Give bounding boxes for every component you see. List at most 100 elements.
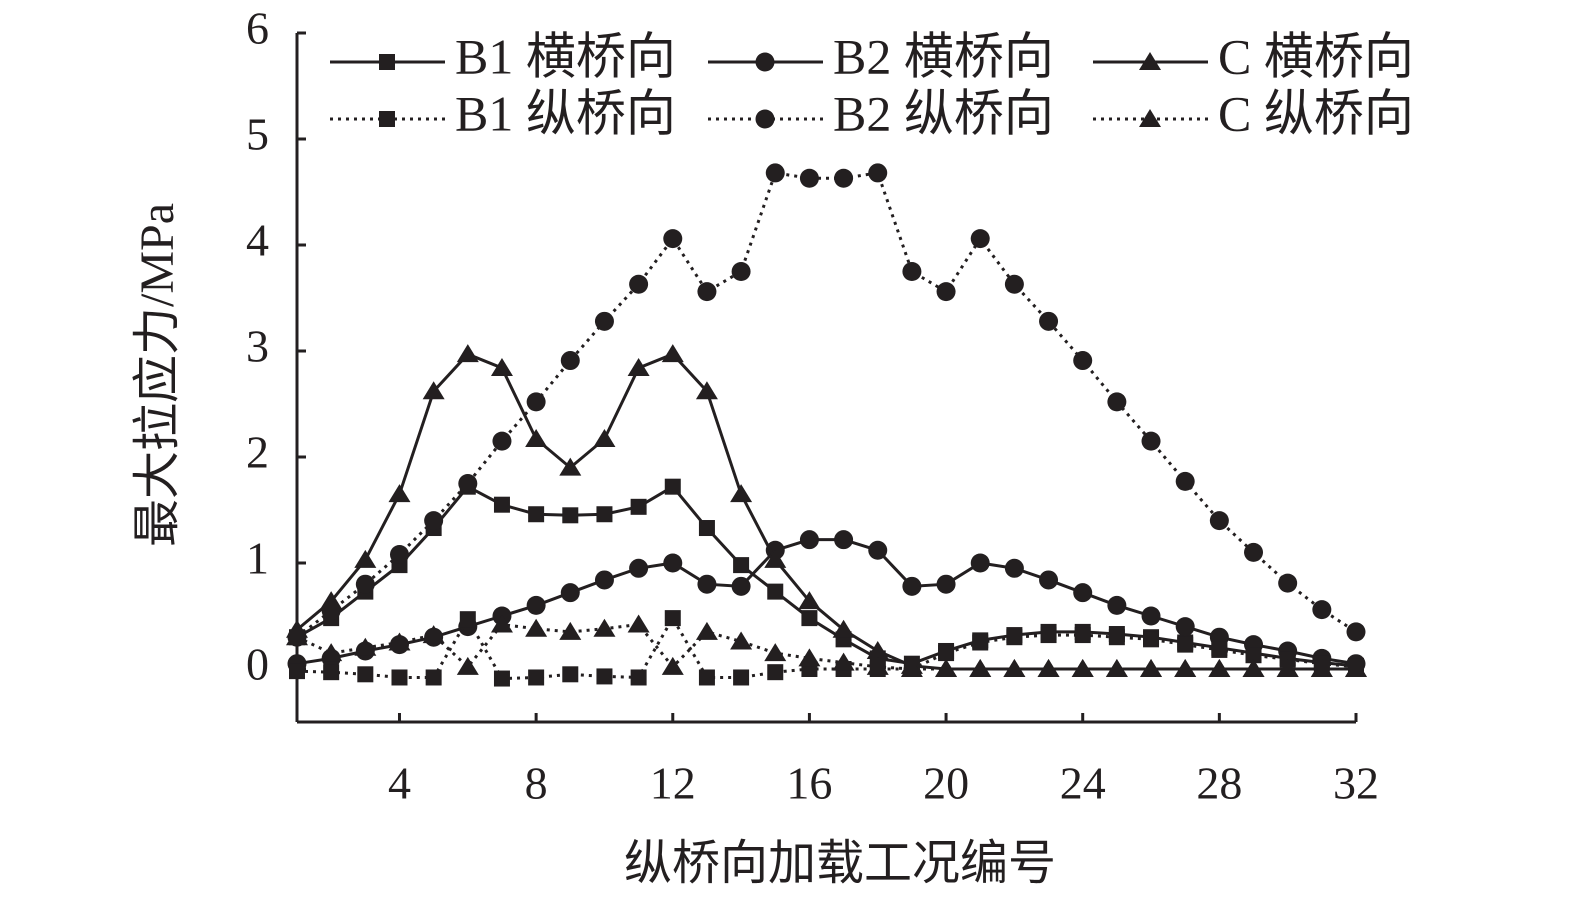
legend-label: B2 纵桥向 (833, 85, 1054, 141)
marker (764, 643, 787, 662)
marker (695, 381, 718, 400)
marker (1139, 109, 1161, 127)
marker (799, 530, 819, 550)
marker (1039, 570, 1059, 590)
marker (630, 498, 647, 515)
series-line (296, 484, 1357, 668)
marker (832, 619, 855, 638)
marker (560, 351, 580, 371)
marker (1074, 627, 1091, 644)
marker (593, 618, 616, 637)
x-tick-label: 28 (1196, 758, 1242, 809)
marker (354, 637, 377, 656)
y-axis-label: 最大拉应力/MPa (131, 203, 184, 547)
marker (731, 262, 751, 281)
marker (1312, 600, 1332, 620)
x-tick-label: 8 (525, 758, 548, 809)
marker (1105, 659, 1128, 677)
marker (1140, 659, 1163, 677)
marker (730, 484, 753, 503)
marker (972, 634, 989, 651)
marker (1345, 659, 1367, 677)
x-axis-label: 纵桥向加载工况编号 (624, 837, 1056, 890)
marker (323, 664, 340, 681)
marker (799, 168, 819, 188)
marker (321, 601, 341, 621)
marker (663, 553, 683, 573)
marker (456, 344, 479, 363)
marker (1107, 595, 1127, 615)
marker (458, 474, 478, 493)
x-tick-label: 20 (923, 758, 969, 809)
marker (1209, 511, 1229, 531)
y-tick-label: 5 (246, 109, 269, 160)
marker (490, 357, 513, 376)
marker (1139, 52, 1161, 70)
marker (354, 549, 377, 568)
series-line (296, 171, 1357, 639)
marker (289, 663, 305, 680)
marker (664, 478, 681, 495)
marker (698, 520, 715, 537)
marker (493, 670, 510, 687)
x-tick-label: 16 (786, 758, 832, 809)
marker (733, 557, 750, 574)
marker (902, 576, 922, 596)
marker (490, 614, 513, 633)
marker (1245, 647, 1262, 664)
marker (526, 392, 546, 412)
marker (1175, 617, 1195, 637)
marker (733, 669, 750, 686)
marker (1073, 351, 1093, 371)
marker (1276, 659, 1299, 677)
marker (767, 664, 784, 681)
marker (627, 357, 650, 376)
marker (562, 507, 579, 524)
marker (1174, 659, 1197, 677)
marker (764, 549, 787, 568)
marker (320, 643, 343, 662)
y-tick-label: 4 (246, 215, 269, 266)
marker (868, 163, 888, 183)
legend-label: C 横桥向 (1218, 28, 1414, 84)
marker (970, 553, 990, 573)
marker (969, 659, 992, 677)
marker (357, 666, 374, 683)
legend-label: C 纵桥向 (1218, 85, 1414, 141)
y-tick-label: 1 (246, 533, 269, 584)
marker (730, 631, 753, 650)
marker (698, 669, 715, 686)
marker (379, 54, 395, 70)
marker (834, 530, 854, 550)
marker (1004, 274, 1024, 294)
marker (866, 640, 889, 659)
marker (664, 610, 681, 627)
marker (1244, 542, 1264, 562)
marker (1310, 659, 1333, 677)
marker (1006, 629, 1023, 646)
y-tick-label: 6 (246, 3, 269, 54)
legend-label: B2 横桥向 (833, 28, 1054, 84)
marker (1141, 606, 1161, 626)
marker (526, 595, 546, 615)
marker (868, 540, 888, 560)
marker (866, 656, 889, 675)
marker (1108, 629, 1125, 646)
y-tick-label: 3 (246, 321, 269, 372)
marker (697, 574, 717, 594)
marker (1003, 659, 1026, 677)
y-tick-label: 2 (246, 427, 269, 478)
marker (1039, 311, 1059, 331)
marker (562, 666, 579, 683)
marker (1175, 471, 1195, 491)
marker (1004, 558, 1024, 578)
marker (492, 431, 512, 451)
marker (1073, 583, 1093, 603)
marker (594, 570, 614, 590)
marker (1037, 659, 1060, 677)
marker (970, 229, 990, 249)
marker (765, 163, 785, 183)
marker (424, 511, 444, 531)
marker (525, 618, 548, 637)
